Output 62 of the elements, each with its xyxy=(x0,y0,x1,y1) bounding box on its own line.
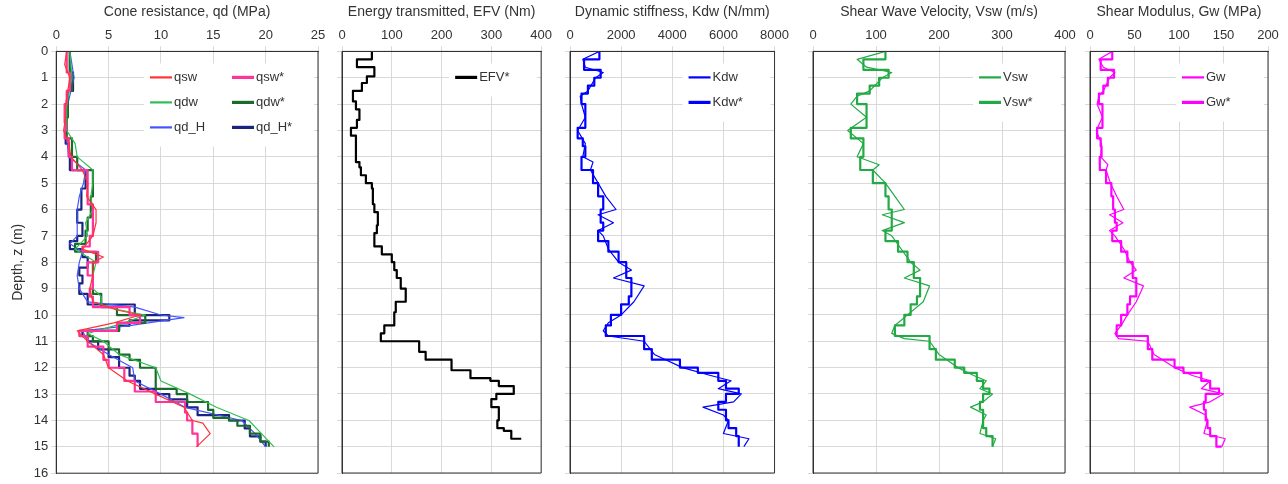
legend-label: Vsw xyxy=(1003,68,1029,84)
y-tick-label: 14 xyxy=(33,412,49,428)
legend-label: Gw* xyxy=(1206,93,1231,109)
x-axis-title: Dynamic stiffness, Kdw (N/mm) xyxy=(574,3,770,20)
legend-label: qsw xyxy=(174,68,198,84)
y-tick-label: 11 xyxy=(34,332,49,348)
y-tick-label: 3 xyxy=(41,122,49,138)
x-tick-label: 150 xyxy=(1212,27,1235,43)
y-tick-label: 9 xyxy=(41,280,49,296)
y-tick-label: 5 xyxy=(41,174,49,190)
y-axis-title: Depth, z (m) xyxy=(9,223,26,301)
x-tick-label: 10 xyxy=(153,27,169,43)
legend-label: Kdw xyxy=(712,68,739,84)
y-tick-label: 4 xyxy=(41,148,49,164)
y-tick-label: 7 xyxy=(41,227,49,243)
x-tick-label: 15 xyxy=(206,27,221,43)
x-tick-label: 400 xyxy=(530,27,553,43)
x-tick-label: 200 xyxy=(430,27,453,43)
legend-label: qd_H xyxy=(174,118,206,134)
y-tick-label: 13 xyxy=(33,385,49,401)
x-tick-label: 0 xyxy=(52,27,60,43)
x-tick-label: 300 xyxy=(991,27,1013,43)
y-tick-label: 16 xyxy=(33,464,49,480)
x-axis-title: Shear Modulus, Gw (MPa) xyxy=(1096,3,1262,20)
x-tick-label: 0 xyxy=(809,27,817,43)
x-tick-label: 100 xyxy=(1168,27,1190,43)
x-tick-label: 25 xyxy=(310,27,326,43)
x-tick-label: 20 xyxy=(258,27,273,43)
x-tick-label: 300 xyxy=(480,27,503,43)
y-tick-label: 0 xyxy=(41,42,49,58)
x-tick-label: 100 xyxy=(865,27,887,43)
x-tick-label: 8000 xyxy=(760,27,789,43)
y-tick-label: 6 xyxy=(41,201,49,217)
y-tick-label: 1 xyxy=(41,69,49,85)
legend-label: Gw xyxy=(1206,68,1227,84)
x-tick-label: 50 xyxy=(1127,27,1142,43)
legend-label: EFV* xyxy=(479,68,510,84)
y-tick-label: 15 xyxy=(33,438,49,454)
x-axis-title: Cone resistance, qd (MPa) xyxy=(103,3,271,20)
x-tick-label: 200 xyxy=(1257,27,1279,43)
x-tick-label: 4000 xyxy=(657,27,687,43)
x-tick-label: 5 xyxy=(104,27,113,43)
legend-label: qsw* xyxy=(256,68,285,84)
legend-label: Vsw* xyxy=(1003,93,1033,109)
y-tick-label: 2 xyxy=(41,95,49,111)
legend-label: qdw* xyxy=(256,93,285,109)
y-tick-label: 10 xyxy=(33,306,49,322)
legend-label: qdw xyxy=(174,93,199,109)
x-axis-title: Energy transmitted, EFV (Nm) xyxy=(347,3,536,20)
x-tick-label: 0 xyxy=(338,27,346,43)
x-tick-label: 0 xyxy=(566,27,574,43)
x-tick-label: 400 xyxy=(1054,27,1076,43)
x-tick-label: 100 xyxy=(380,27,403,43)
x-tick-label: 2000 xyxy=(606,27,636,43)
x-tick-label: 0 xyxy=(1086,27,1094,43)
x-tick-label: 200 xyxy=(928,27,950,43)
x-axis-title: Shear Wave Velocity, Vsw (m/s) xyxy=(840,3,1038,20)
legend-label: qd_H* xyxy=(256,118,293,134)
legend-label: Kdw* xyxy=(712,93,743,109)
x-tick-label: 6000 xyxy=(708,27,738,43)
y-tick-label: 8 xyxy=(41,253,49,269)
y-tick-label: 12 xyxy=(33,359,49,375)
